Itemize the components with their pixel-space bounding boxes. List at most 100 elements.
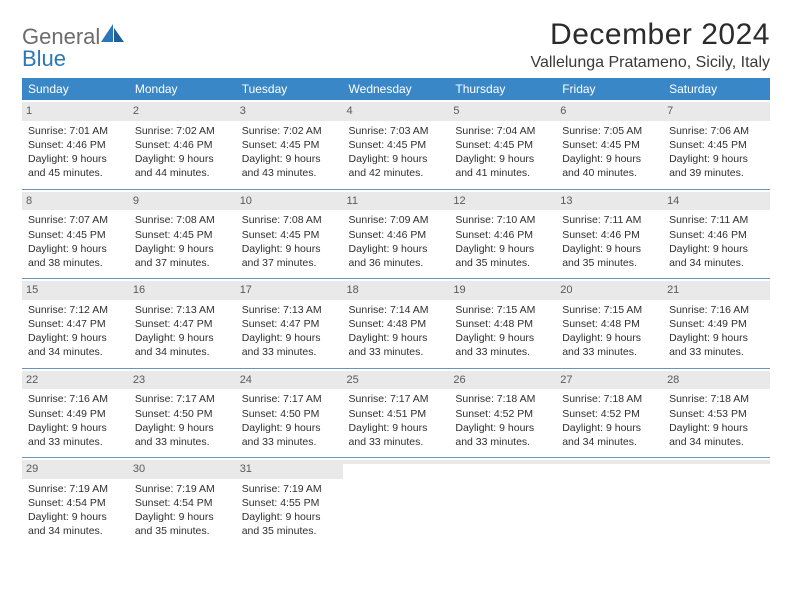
calendar-cell: 5Sunrise: 7:04 AMSunset: 4:45 PMDaylight… — [449, 100, 556, 189]
daylight-text: and 34 minutes. — [28, 524, 123, 538]
calendar-cell: 28Sunrise: 7:18 AMSunset: 4:53 PMDayligh… — [663, 368, 770, 458]
sunset-text: Sunset: 4:52 PM — [562, 407, 657, 421]
daylight-text: Daylight: 9 hours — [135, 421, 230, 435]
sunrise-text: Sunrise: 7:08 AM — [135, 213, 230, 227]
sunrise-text: Sunrise: 7:05 AM — [562, 124, 657, 138]
day-number: 31 — [236, 460, 343, 479]
daylight-text: Daylight: 9 hours — [455, 152, 550, 166]
day-details: Sunrise: 7:13 AMSunset: 4:47 PMDaylight:… — [242, 303, 337, 360]
daylight-text: Daylight: 9 hours — [562, 421, 657, 435]
day-details: Sunrise: 7:12 AMSunset: 4:47 PMDaylight:… — [28, 303, 123, 360]
daylight-text: and 34 minutes. — [135, 345, 230, 359]
day-number: 6 — [556, 102, 663, 121]
calendar-cell: 1Sunrise: 7:01 AMSunset: 4:46 PMDaylight… — [22, 100, 129, 189]
weekday-header: Saturday — [663, 78, 770, 100]
daylight-text: and 35 minutes. — [242, 524, 337, 538]
day-number: 5 — [449, 102, 556, 121]
weekday-header-row: Sunday Monday Tuesday Wednesday Thursday… — [22, 78, 770, 100]
day-number: 12 — [449, 192, 556, 211]
sunrise-text: Sunrise: 7:15 AM — [562, 303, 657, 317]
calendar-cell: 8Sunrise: 7:07 AMSunset: 4:45 PMDaylight… — [22, 189, 129, 279]
day-number: 25 — [343, 371, 450, 390]
daylight-text: Daylight: 9 hours — [669, 242, 764, 256]
daylight-text: Daylight: 9 hours — [28, 242, 123, 256]
daylight-text: and 36 minutes. — [349, 256, 444, 270]
sunset-text: Sunset: 4:48 PM — [349, 317, 444, 331]
brand-text: General Blue — [22, 22, 126, 70]
day-number: 2 — [129, 102, 236, 121]
daylight-text: Daylight: 9 hours — [349, 152, 444, 166]
day-number: 28 — [663, 371, 770, 390]
calendar-cell: 29Sunrise: 7:19 AMSunset: 4:54 PMDayligh… — [22, 458, 129, 547]
calendar-table: Sunday Monday Tuesday Wednesday Thursday… — [22, 78, 770, 547]
sunset-text: Sunset: 4:45 PM — [135, 228, 230, 242]
daylight-text: and 33 minutes. — [455, 435, 550, 449]
sunset-text: Sunset: 4:46 PM — [562, 228, 657, 242]
sunset-text: Sunset: 4:46 PM — [28, 138, 123, 152]
daylight-text: Daylight: 9 hours — [562, 242, 657, 256]
calendar-cell: 9Sunrise: 7:08 AMSunset: 4:45 PMDaylight… — [129, 189, 236, 279]
day-details: Sunrise: 7:15 AMSunset: 4:48 PMDaylight:… — [562, 303, 657, 360]
day-details: Sunrise: 7:15 AMSunset: 4:48 PMDaylight:… — [455, 303, 550, 360]
calendar-cell: 20Sunrise: 7:15 AMSunset: 4:48 PMDayligh… — [556, 279, 663, 369]
daylight-text: Daylight: 9 hours — [669, 152, 764, 166]
day-number: 18 — [343, 281, 450, 300]
day-details: Sunrise: 7:11 AMSunset: 4:46 PMDaylight:… — [562, 213, 657, 270]
daylight-text: Daylight: 9 hours — [242, 510, 337, 524]
weekday-header: Thursday — [449, 78, 556, 100]
calendar-cell: 18 Sunrise: 7:14 AMSunset: 4:48 PMDayligh… — [343, 279, 450, 369]
daylight-text: and 35 minutes. — [135, 524, 230, 538]
daylight-text: and 37 minutes. — [135, 256, 230, 270]
daylight-text: and 35 minutes. — [455, 256, 550, 270]
day-details: Sunrise: 7:06 AMSunset: 4:45 PMDaylight:… — [669, 124, 764, 181]
day-number: 30 — [129, 460, 236, 479]
daylight-text: Daylight: 9 hours — [455, 331, 550, 345]
daylight-text: Daylight: 9 hours — [455, 242, 550, 256]
daylight-text: and 33 minutes. — [349, 435, 444, 449]
sunset-text: Sunset: 4:50 PM — [135, 407, 230, 421]
day-details: Sunrise: 7:18 AMSunset: 4:52 PMDaylight:… — [455, 392, 550, 449]
brand-part2: Blue — [22, 46, 66, 71]
day-number: 8 — [22, 192, 129, 211]
daylight-text: and 44 minutes. — [135, 166, 230, 180]
day-number: 14 — [663, 192, 770, 211]
sunset-text: Sunset: 4:45 PM — [349, 138, 444, 152]
day-number: 22 — [22, 371, 129, 390]
daylight-text: Daylight: 9 hours — [242, 421, 337, 435]
day-details: Sunrise: 7:08 AMSunset: 4:45 PMDaylight:… — [242, 213, 337, 270]
sunrise-text: Sunrise: 7:17 AM — [242, 392, 337, 406]
daylight-text: Daylight: 9 hours — [562, 331, 657, 345]
calendar-cell: 23Sunrise: 7:17 AMSunset: 4:50 PMDayligh… — [129, 368, 236, 458]
sunrise-text: Sunrise: 7:18 AM — [455, 392, 550, 406]
weekday-header: Friday — [556, 78, 663, 100]
day-number — [556, 460, 663, 464]
daylight-text: and 34 minutes. — [669, 256, 764, 270]
sunrise-text: Sunrise: 7:19 AM — [135, 482, 230, 496]
calendar-cell: 22Sunrise: 7:16 AMSunset: 4:49 PMDayligh… — [22, 368, 129, 458]
calendar-cell: 31Sunrise: 7:19 AMSunset: 4:55 PMDayligh… — [236, 458, 343, 547]
sunrise-text: Sunrise: 7:02 AM — [135, 124, 230, 138]
month-title: December 2024 — [530, 18, 770, 52]
day-details: Sunrise: 7:14 AMSunset: 4:48 PMDaylight:… — [349, 303, 444, 360]
daylight-text: Daylight: 9 hours — [562, 152, 657, 166]
daylight-text: Daylight: 9 hours — [242, 331, 337, 345]
sunrise-text: Sunrise: 7:17 AM — [135, 392, 230, 406]
day-details: Sunrise: 7:03 AMSunset: 4:45 PMDaylight:… — [349, 124, 444, 181]
day-number: 11 — [343, 192, 450, 211]
day-details: Sunrise: 7:09 AMSunset: 4:46 PMDaylight:… — [349, 213, 444, 270]
day-number: 9 — [129, 192, 236, 211]
sunrise-text: Sunrise: 7:11 AM — [562, 213, 657, 227]
sunset-text: Sunset: 4:47 PM — [28, 317, 123, 331]
sunrise-text: Sunrise: 7:11 AM — [669, 213, 764, 227]
sunrise-text: Sunrise: 7:19 AM — [242, 482, 337, 496]
sunrise-text: Sunrise: 7:06 AM — [669, 124, 764, 138]
weekday-header: Monday — [129, 78, 236, 100]
daylight-text: Daylight: 9 hours — [135, 510, 230, 524]
daylight-text: Daylight: 9 hours — [349, 421, 444, 435]
daylight-text: and 37 minutes. — [242, 256, 337, 270]
day-number: 10 — [236, 192, 343, 211]
sunset-text: Sunset: 4:48 PM — [455, 317, 550, 331]
calendar-cell: 30Sunrise: 7:19 AMSunset: 4:54 PMDayligh… — [129, 458, 236, 547]
daylight-text: Daylight: 9 hours — [242, 152, 337, 166]
daylight-text: Daylight: 9 hours — [28, 331, 123, 345]
